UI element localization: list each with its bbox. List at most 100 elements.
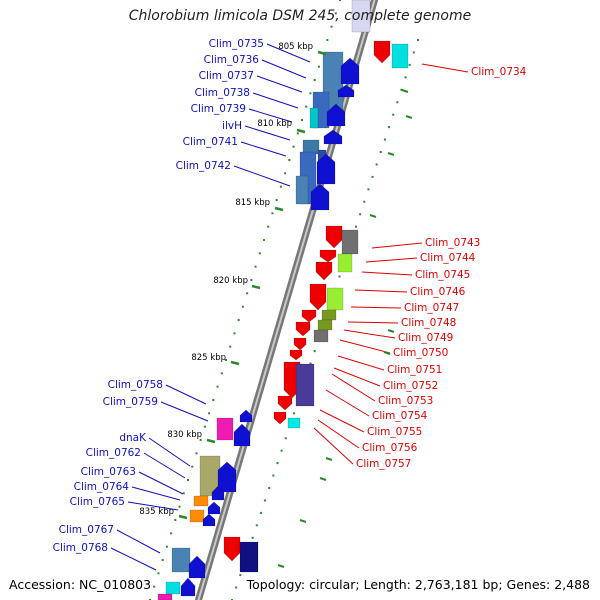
connector-line bbox=[127, 501, 179, 511]
guide-dot bbox=[326, 39, 329, 41]
gene-feature bbox=[319, 249, 337, 263]
gene-feature bbox=[301, 309, 317, 323]
guide-dot bbox=[383, 138, 386, 141]
gene-feature bbox=[211, 485, 225, 501]
connector-line bbox=[143, 452, 186, 479]
kbp-tick-label: 815 kbp bbox=[235, 198, 270, 208]
connector-line bbox=[325, 389, 370, 417]
guide-dot bbox=[251, 536, 254, 539]
guide-dot bbox=[187, 479, 189, 481]
guide-dot bbox=[258, 252, 261, 255]
connector-line bbox=[331, 373, 376, 402]
guide-dot bbox=[355, 225, 357, 228]
guide-dot bbox=[339, 0, 341, 1]
connector-line bbox=[354, 289, 408, 293]
gene-feature bbox=[165, 581, 181, 595]
connector-line bbox=[317, 419, 360, 449]
connector-line bbox=[343, 329, 396, 339]
guide-dot bbox=[267, 225, 270, 228]
gene-label-clim_0747: Clim_0747 bbox=[404, 302, 459, 314]
minor-tick bbox=[401, 89, 409, 93]
gene-features bbox=[157, 0, 409, 600]
connector-line bbox=[148, 437, 191, 467]
gene-feature bbox=[295, 321, 311, 337]
connector-line bbox=[116, 529, 161, 554]
guide-dot bbox=[280, 449, 283, 452]
guide-dot bbox=[272, 474, 275, 477]
gene-feature bbox=[316, 153, 336, 185]
guide-dot bbox=[225, 359, 227, 361]
gene-label-clim_0751: Clim_0751 bbox=[387, 364, 442, 376]
guide-dot bbox=[408, 63, 411, 66]
connector-line bbox=[337, 355, 385, 371]
gene-feature bbox=[337, 253, 353, 273]
guide-dot bbox=[216, 385, 219, 388]
guide-dot bbox=[229, 345, 232, 348]
gene-label-clim_0767: Clim_0767 bbox=[59, 524, 114, 536]
guide-dot bbox=[165, 545, 168, 548]
connector-line bbox=[160, 401, 209, 422]
connector-line bbox=[421, 63, 469, 73]
guide-dot bbox=[174, 519, 177, 521]
guide-dot bbox=[317, 65, 320, 68]
guide-dot bbox=[275, 199, 278, 201]
gene-feature bbox=[223, 536, 241, 562]
minor-tick bbox=[319, 477, 327, 481]
guide-dot bbox=[268, 487, 271, 489]
gene-label-clim_0743: Clim_0743 bbox=[425, 237, 480, 249]
gene-feature bbox=[239, 541, 259, 573]
gene-feature bbox=[341, 229, 359, 255]
kbp-tick-label: 830 kbp bbox=[167, 430, 202, 440]
guide-dot bbox=[191, 465, 194, 468]
kbp-tick-label: 825 kbp bbox=[191, 353, 226, 363]
connector-line bbox=[266, 43, 311, 63]
connector-line bbox=[165, 384, 207, 405]
gene-label-clim_0749: Clim_0749 bbox=[398, 332, 453, 344]
minor-tick bbox=[405, 115, 413, 119]
gene-label-clim_0746: Clim_0746 bbox=[410, 286, 466, 298]
gene-feature bbox=[287, 417, 301, 429]
connector-line bbox=[131, 486, 181, 501]
guide-dot bbox=[254, 265, 257, 268]
connector-line bbox=[347, 321, 399, 324]
guide-dot bbox=[359, 213, 362, 216]
guide-dot bbox=[301, 119, 303, 121]
connector-line bbox=[261, 59, 307, 79]
gene-label-clim_0765: Clim_0765 bbox=[70, 496, 125, 508]
gene-label-clim_0759: Clim_0759 bbox=[103, 396, 158, 408]
gene-feature bbox=[310, 183, 330, 211]
connector-line bbox=[252, 92, 299, 109]
guide-dot bbox=[379, 151, 382, 153]
guide-dot bbox=[161, 559, 164, 561]
guide-dot bbox=[309, 362, 312, 365]
gene-label-clim_0762: Clim_0762 bbox=[86, 447, 141, 459]
connector-line bbox=[319, 409, 365, 433]
guide-dot bbox=[334, 12, 337, 15]
guide-dot bbox=[178, 505, 181, 508]
gene-label-clim_0737: Clim_0737 bbox=[199, 70, 254, 82]
guide-dot bbox=[284, 437, 287, 440]
gene-feature bbox=[216, 417, 234, 441]
gene-feature bbox=[373, 40, 391, 64]
gene-feature bbox=[171, 547, 191, 573]
kbp-ticks: 805 kbp 810 kbp 815 kbp 820 kbp 825 kbp 830 k… bbox=[139, 42, 413, 568]
gene-label-clim_0739: Clim_0739 bbox=[191, 103, 246, 115]
guide-dot bbox=[195, 452, 198, 455]
gene-feature bbox=[309, 283, 327, 311]
guide-dot bbox=[263, 239, 265, 241]
gene-feature bbox=[325, 225, 343, 249]
connector-line bbox=[248, 108, 293, 123]
guide-dot bbox=[363, 200, 366, 203]
guide-dot bbox=[371, 175, 374, 178]
gene-feature bbox=[337, 84, 355, 98]
gene-label-clim_0752: Clim_0752 bbox=[383, 380, 438, 392]
guide-dot bbox=[157, 572, 160, 575]
kbp-tick-mark bbox=[317, 50, 327, 56]
guide-dot bbox=[305, 105, 308, 108]
gene-label-clim_0741: Clim_0741 bbox=[183, 136, 238, 148]
gene-label-clim_0742: Clim_0742 bbox=[176, 160, 231, 172]
guide-dot bbox=[250, 279, 253, 281]
connector-line bbox=[313, 427, 354, 465]
guide-dot bbox=[279, 185, 282, 188]
gene-feature bbox=[317, 319, 333, 331]
